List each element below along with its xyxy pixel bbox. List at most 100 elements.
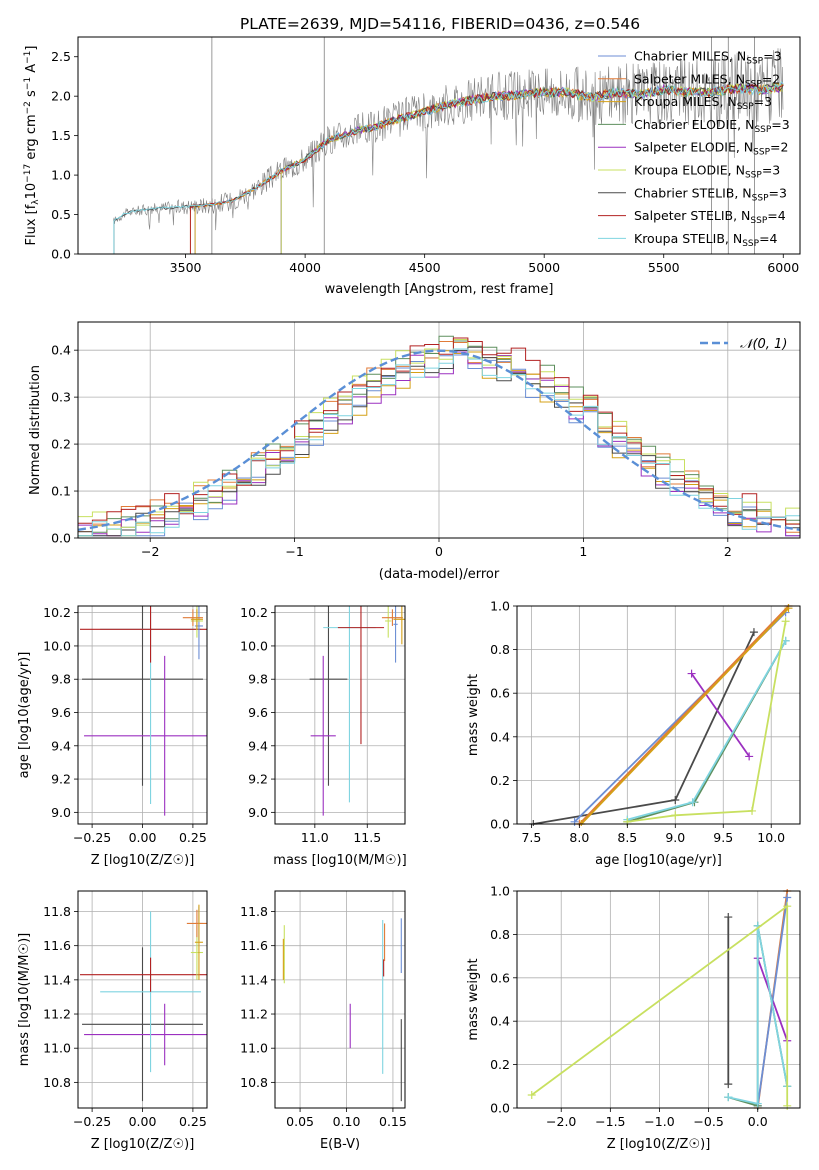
x-tick-label: 11.5: [353, 830, 381, 845]
y-tick-label: 9.8: [248, 672, 268, 687]
y-tick-label: 10.8: [43, 1075, 71, 1090]
axes-frame: [274, 890, 406, 1109]
x-axis-label: Z [log10(Z/Z☉)]: [607, 1137, 711, 1152]
y-tick-label: 0.8: [490, 642, 510, 657]
gaussian-curve: [78, 349, 800, 531]
plus-marker: [783, 1101, 792, 1110]
y-tick-label: 10.0: [240, 638, 268, 653]
series-line: [728, 925, 789, 1105]
data-point-salpeter-elodie: [84, 1003, 207, 1066]
x-axis-label: wavelength [Angstrom, rest frame]: [325, 282, 554, 297]
points-area: [282, 918, 402, 1102]
x-tick-label: 3500: [170, 260, 202, 275]
series-kroupa-stelib: [724, 921, 792, 1108]
model-line-kroupa-stelib: [113, 81, 784, 254]
y-tick-label: 11.8: [240, 904, 268, 919]
x-axis-label: Z [log10(Z/Z☉)]: [91, 1137, 195, 1152]
plus-marker: [783, 893, 792, 902]
x-axis-label: E(B-V): [320, 1137, 360, 1152]
y-tick-label: 9.4: [51, 738, 71, 753]
legend-label: Salpeter STELIB, NSSP=4: [634, 208, 786, 226]
y-tick-label: 11.4: [43, 972, 71, 987]
data-point-chabrier-stelib: [82, 947, 203, 1102]
axes-frame: [516, 890, 801, 1109]
plus-marker: [724, 1093, 733, 1102]
x-axis-label: mass [log10(M/M☉)]: [273, 853, 406, 868]
data-point-salpeter-stelib: [80, 606, 207, 663]
plus-marker: [671, 796, 680, 805]
data-point-salpeter-elodie: [310, 655, 336, 816]
x-tick-label: 0.0: [748, 1114, 768, 1129]
series-line: [627, 640, 787, 821]
series-kroupa-miles: [577, 604, 793, 826]
series-chabrier-stelib: [529, 628, 758, 826]
y-tick-label: 9.6: [51, 705, 71, 720]
x-tick-label: 7.5: [521, 830, 541, 845]
x-tick-label: 6000: [767, 260, 799, 275]
spectrum-panel: 3500 4000 4500 5000 5500 6000 0.0 0.5 1.0 1.5 2.0 2…: [23, 36, 801, 297]
mass-vs-metallicity-panel: −0.25 0.00 0.25 10.8 11.0 11.2 11.4 11.6 11.8 Z […: [17, 890, 208, 1152]
weight-vs-age-panel: 7.5 8.0 8.5 9.0 9.5 10.0 0.0 0.2 0.4 0.6 0.8 1.0 age…: [466, 599, 801, 868]
plus-marker: [783, 902, 792, 911]
x-tick-label: −2.0: [546, 1114, 576, 1129]
y-tick-label: 0.4: [490, 729, 510, 744]
plus-marker: [671, 811, 680, 820]
y-tick-label: 11.6: [240, 938, 268, 953]
histogram-salpeter-elodie: [78, 351, 800, 537]
data-point-chabrier-stelib: [309, 606, 348, 786]
x-tick-label: −1.5: [595, 1114, 625, 1129]
y-tick-label: 0.0: [51, 531, 71, 546]
y-axis-label: age [log10(age/yr)]: [17, 652, 32, 779]
y-axis-label: Flux [fλ10−17 erg cm−2 s−1 A−1]: [23, 46, 41, 246]
lines-area: [527, 889, 792, 1110]
data-point-salpeter-stelib: [337, 606, 385, 745]
y-tick-label: 9.2: [51, 772, 71, 787]
x-tick-label: 4000: [289, 260, 321, 275]
plus-marker: [687, 669, 696, 678]
x-axis-label: age [log10(age/yr)]: [595, 853, 722, 868]
series-kroupa-stelib: [623, 636, 790, 824]
histogram-kroupa-stelib: [78, 348, 800, 537]
series-kroupa-elodie: [623, 617, 790, 826]
y-tick-label: 0.2: [490, 773, 510, 788]
y-tick-label: 2.0: [51, 89, 71, 104]
y-tick-label: 1.0: [490, 599, 510, 614]
y-tick-label: 11.6: [43, 938, 71, 953]
y-tick-label: 0.5: [51, 207, 71, 222]
x-tick-label: 9.0: [665, 830, 685, 845]
y-tick-label: 10.8: [240, 1075, 268, 1090]
histogram-salpeter-stelib: [78, 337, 800, 525]
x-tick-label: 0: [435, 544, 443, 559]
legend-label: Salpeter MILES, NSSP=2: [634, 71, 780, 89]
x-tick-label: −0.25: [73, 830, 111, 845]
series-line: [690, 673, 750, 757]
x-axis-label: (data-model)/error: [379, 567, 500, 582]
x-tick-label: 8.0: [569, 830, 589, 845]
y-tick-label: 11.2: [240, 1007, 268, 1022]
x-tick-label: 1: [579, 544, 587, 559]
model-line-salpeter-stelib: [189, 83, 784, 254]
y-tick-label: 9.4: [248, 738, 268, 753]
x-tick-label: 0.25: [179, 830, 207, 845]
spectrum-plot-area: [113, 37, 784, 254]
legend-label: Chabrier MILES, NSSP=3: [634, 49, 782, 67]
y-tick-label: 0.0: [490, 817, 510, 832]
plus-marker: [748, 806, 757, 815]
data-point-kroupa-miles: [194, 904, 203, 980]
data-point-chabrier-miles: [393, 606, 398, 663]
mass-vs-ebv-panel: 0.05 0.10 0.15 10.8 11.0 11.2 11.4 11.6 11.8 E(B-…: [240, 890, 407, 1152]
legend-label: Chabrier ELODIE, NSSP=3: [634, 117, 790, 135]
histogram-area: [78, 335, 800, 537]
axes-frame: [516, 605, 801, 825]
y-tick-label: 0.0: [490, 1101, 510, 1116]
y-tick-label: 0.3: [51, 390, 71, 405]
series-chabrier-stelib: [724, 913, 733, 1089]
series-line: [580, 607, 790, 825]
plus-marker: [688, 798, 697, 807]
x-tick-label: 0.25: [179, 1114, 207, 1129]
x-tick-label: 0.05: [286, 1114, 314, 1129]
y-tick-label: 10.0: [43, 638, 71, 653]
y-tick-label: 0.4: [490, 1014, 510, 1029]
plus-marker: [745, 752, 754, 761]
